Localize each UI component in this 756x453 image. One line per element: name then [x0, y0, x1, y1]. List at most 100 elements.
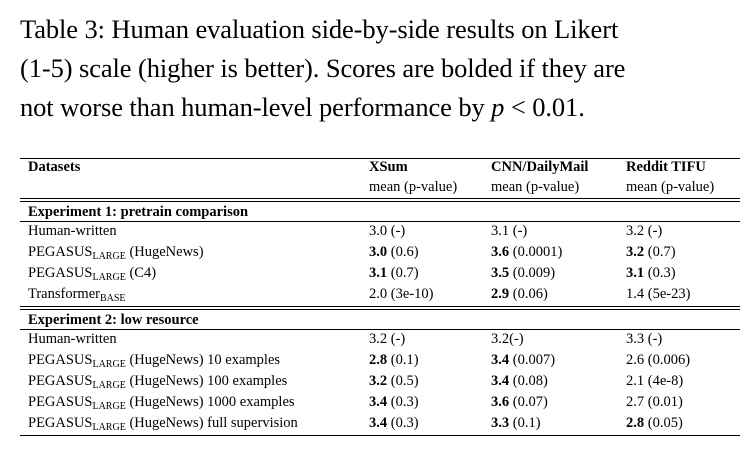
p-value: (0.0001): [509, 244, 563, 260]
mean-score: 2.7: [626, 394, 645, 410]
model-name: PEGASUS: [28, 373, 93, 389]
cell-xsum: 3.2 (-): [369, 330, 405, 348]
table-caption: Table 3: Human evaluation side-by-side r…: [20, 10, 750, 127]
model-size-subscript: LARGE: [92, 422, 126, 433]
mean-score: 2.8: [626, 415, 645, 431]
p-value: (0.1): [509, 415, 541, 431]
cell-xsum: 3.4 (0.3): [369, 393, 419, 411]
model-name: PEGASUS: [28, 415, 93, 431]
mean-score: 1.4: [626, 286, 645, 302]
mean-score: 3.2: [491, 331, 510, 347]
row-model-name: Human-written: [28, 222, 117, 240]
section-2-title-text: Experiment 2: low resource: [28, 312, 199, 328]
caption-line-1: Table 3: Human evaluation side-by-side r…: [20, 14, 619, 44]
p-value: (-): [509, 223, 528, 239]
p-value: (4e-8): [644, 373, 684, 389]
table-row: TransformerBASE 2.0 (3e-10) 2.9 (0.06) 1.4 …: [20, 285, 740, 304]
cell-reddit: 3.1 (0.3): [626, 264, 676, 282]
section-2-title: Experiment 2: low resource: [20, 311, 740, 329]
mean-score: 3.2: [626, 223, 645, 239]
row-model-name: PEGASUSLARGE (HugeNews) full supervision: [28, 414, 298, 437]
model-name: PEGASUS: [28, 394, 93, 410]
mean-score: 3.1: [626, 265, 645, 281]
model-size-subscript: LARGE: [92, 380, 126, 391]
cell-xsum: 3.0 (0.6): [369, 243, 419, 261]
table-row: Human-written 3.0 (-) 3.1 (-) 3.2 (-): [20, 222, 740, 240]
header-subrow: mean (p-value) mean (p-value) mean (p-va…: [20, 178, 740, 196]
p-value: (0.006): [644, 352, 691, 368]
p-value: (0.3): [644, 265, 676, 281]
model-variant: (HugeNews) 1000 examples: [125, 394, 295, 410]
model-variant: (C4): [125, 265, 157, 281]
caption-line-3: not worse than human-level performance b…: [20, 88, 750, 127]
p-value: (-): [644, 223, 663, 239]
mean-score: 3.1: [369, 265, 388, 281]
mean-score: 3.6: [491, 394, 510, 410]
p-value: (-): [387, 223, 406, 239]
cell-reddit: 2.1 (4e-8): [626, 372, 683, 390]
model-size-subscript: LARGE: [92, 401, 126, 412]
mean-score: 3.4: [491, 352, 510, 368]
p-value: (0.009): [509, 265, 556, 281]
row-model-name: PEGASUSLARGE (HugeNews): [28, 243, 204, 266]
cell-cnn: 3.1 (-): [491, 222, 527, 240]
mean-score: 3.5: [491, 265, 510, 281]
model-size-subscript: LARGE: [92, 359, 126, 370]
mean-score: 2.0: [369, 286, 388, 302]
row-model-name: PEGASUSLARGE (HugeNews) 1000 examples: [28, 393, 295, 416]
model-name: Transformer: [28, 286, 100, 302]
model-name: Human-written: [28, 331, 117, 347]
header-reddit: Reddit TIFU: [626, 159, 706, 175]
model-variant: (HugeNews): [125, 244, 204, 260]
mean-score: 3.2: [369, 373, 388, 389]
table-row: PEGASUSLARGE (HugeNews) full supervision…: [20, 414, 740, 433]
top-rule: [20, 158, 740, 159]
header-datasets: Datasets: [28, 159, 81, 175]
p-value: (0.7): [387, 265, 419, 281]
p-value: (0.07): [509, 394, 548, 410]
mean-score: 2.1: [626, 373, 645, 389]
row-model-name: PEGASUSLARGE (HugeNews) 10 examples: [28, 351, 280, 374]
header-metric-cnn: mean (p-value): [491, 179, 580, 195]
header-xsum: XSum: [369, 159, 408, 175]
p-value: (0.7): [644, 244, 676, 260]
p-value: (0.1): [387, 352, 419, 368]
p-value: (0.05): [644, 415, 683, 431]
row-model-name: TransformerBASE: [28, 285, 126, 308]
model-name: PEGASUS: [28, 265, 93, 281]
table-row: PEGASUSLARGE (HugeNews) 100 examples 3.2 …: [20, 372, 740, 391]
section-1-title: Experiment 1: pretrain comparison: [20, 203, 740, 221]
bottom-rule: [20, 435, 740, 436]
p-value: (0.6): [387, 244, 419, 260]
cell-cnn: 3.6 (0.07): [491, 393, 548, 411]
cell-xsum: 2.8 (0.1): [369, 351, 419, 369]
p-value: (0.007): [509, 352, 556, 368]
p-value: (-): [644, 331, 663, 347]
mean-score: 2.9: [491, 286, 510, 302]
p-value: (0.06): [509, 286, 548, 302]
caption-line-3-prefix: not worse than human-level performance b…: [20, 92, 492, 122]
section-2-title-rule: [20, 329, 740, 330]
p-value: (3e-10): [387, 286, 434, 302]
cell-reddit: 3.2 (0.7): [626, 243, 676, 261]
table-row: PEGASUSLARGE (HugeNews) 1000 examples 3.4…: [20, 393, 740, 412]
p-value: (-): [509, 331, 524, 347]
cell-cnn: 3.3 (0.1): [491, 414, 541, 432]
cell-cnn: 3.6 (0.0001): [491, 243, 562, 261]
model-name: PEGASUS: [28, 244, 93, 260]
mean-score: 3.4: [491, 373, 510, 389]
row-model-name: PEGASUSLARGE (HugeNews) 100 examples: [28, 372, 287, 395]
caption-operator: <: [504, 92, 533, 122]
section-1-rule-a: [20, 198, 740, 199]
table-row: Human-written 3.2 (-) 3.2(-) 3.3 (-): [20, 330, 740, 348]
table-row: PEGASUSLARGE (C4) 3.1 (0.7) 3.5 (0.009) 3.1…: [20, 264, 740, 283]
mean-score: 3.3: [626, 331, 645, 347]
cell-xsum: 3.1 (0.7): [369, 264, 419, 282]
model-variant: (HugeNews) 10 examples: [125, 352, 281, 368]
cell-cnn: 3.4 (0.007): [491, 351, 555, 369]
header-metric-xsum: mean (p-value): [369, 179, 458, 195]
model-size-subscript: LARGE: [92, 272, 126, 283]
model-variant: (HugeNews) 100 examples: [125, 373, 288, 389]
cell-cnn: 3.5 (0.009): [491, 264, 555, 282]
table-row: PEGASUSLARGE (HugeNews) 10 examples 2.8 (…: [20, 351, 740, 370]
